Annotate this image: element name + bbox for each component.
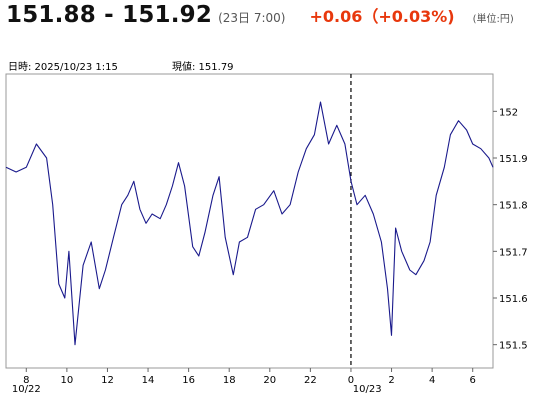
x-tick-label: 0	[348, 375, 354, 386]
series-line	[5, 101, 494, 346]
date-label: 10/23	[353, 384, 382, 395]
x-tick-label: 4	[429, 375, 435, 386]
x-tick-label: 8	[23, 375, 29, 386]
x-tick-label: 12	[101, 375, 114, 386]
y-tick-label: 151.8	[499, 201, 528, 212]
y-tick-label: 152	[499, 107, 518, 118]
bid-ask-rate: 151.88 - 151.92	[6, 2, 213, 28]
x-tick-label: 20	[263, 375, 276, 386]
plot-frame	[5, 73, 494, 369]
rate-header: 151.88 - 151.92 (23日 7:00) +0.06（+0.03%)…	[6, 2, 514, 32]
x-axis: 8 10 12 14 16 18 20 22 0 2 4 6 10/22 10/23	[12, 368, 476, 395]
x-tick-label: 14	[142, 375, 155, 386]
x-tick-label: 10	[61, 375, 74, 386]
datetime-readout: 日時: 2025/10/23 1:15	[8, 58, 118, 73]
as-of-time: (23日 7:00)	[218, 11, 286, 25]
x-tick-label: 18	[223, 375, 236, 386]
change-value: +0.06（+0.03%)	[309, 7, 455, 26]
datetime-label: 日時: 2025/10/23 1:15	[8, 62, 118, 73]
x-tick-label: 22	[304, 375, 317, 386]
x-tick-label: 16	[182, 375, 195, 386]
y-tick-label: 151.5	[499, 341, 528, 352]
y-tick-label: 151.6	[499, 294, 528, 305]
price-label: 現値: 151.79	[172, 62, 234, 73]
date-label: 10/22	[12, 384, 41, 395]
y-tick-label: 151.7	[499, 247, 528, 258]
x-tick-label: 6	[470, 375, 476, 386]
unit-label: (単位:円)	[472, 14, 514, 25]
x-tick-label: 2	[388, 375, 394, 386]
price-readout: 現値: 151.79	[172, 58, 234, 73]
y-tick-label: 151.9	[499, 154, 528, 165]
y-axis: 151.5 151.6 151.7 151.8 151.9 152	[493, 107, 528, 352]
